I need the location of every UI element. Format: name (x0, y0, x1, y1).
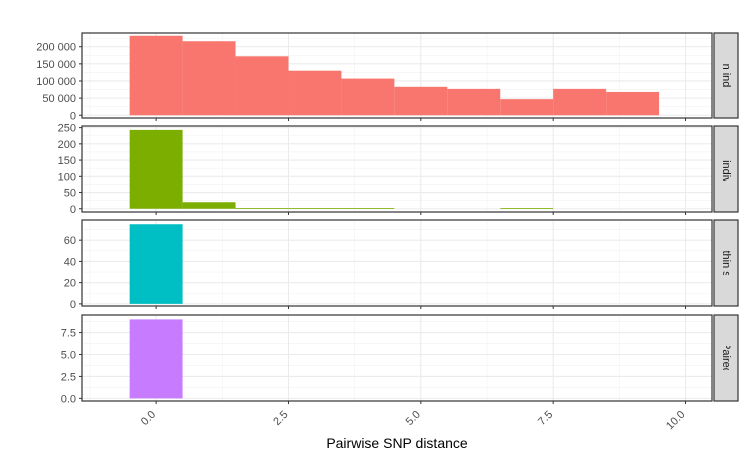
y-tick-label: 150 (58, 155, 76, 167)
x-tick-label: 10.0 (664, 409, 688, 433)
panel-background (82, 315, 712, 401)
y-tick-label: 100 (58, 171, 76, 183)
facet-strip (713, 314, 739, 402)
y-tick-label: 100 000 (36, 76, 76, 88)
facet-strip-label: Paired (720, 342, 732, 374)
panel-between-individuals: 0 50 000 100 000 150 000 200 000 Between indi… (36, 27, 739, 125)
histogram-bar (235, 56, 289, 116)
panel-background (82, 126, 712, 212)
histogram-bar (394, 86, 448, 116)
panel-border (81, 125, 713, 213)
y-tick-label: 50 (64, 188, 76, 200)
y-tick-label: 0 (70, 299, 76, 311)
y-tick-label: 5.0 (61, 349, 76, 361)
y-tick-label: 150 000 (36, 59, 76, 71)
x-tick-label: 5.0 (404, 409, 423, 428)
histogram-bar (182, 41, 236, 116)
facet-strip-label: Within individuals (720, 127, 732, 212)
panel-border (81, 219, 713, 307)
panel-border (81, 314, 713, 402)
histogram-bar (447, 88, 501, 116)
y-tick-label: 200 (58, 139, 76, 151)
y-tick-label: 60 (64, 235, 76, 247)
histogram-bar (341, 208, 395, 209)
facet-strip-label: Within site (720, 238, 732, 289)
histogram-bar (182, 202, 236, 209)
panel-within-site: 0 20 40 60 Within site (64, 219, 739, 311)
y-tick-label: 0 (70, 204, 76, 216)
histogram-bar (288, 70, 342, 116)
y-tick-label: 0 (70, 110, 76, 122)
facet-strip (713, 125, 739, 213)
y-tick-label: 200 000 (36, 42, 76, 54)
histogram-bar (288, 208, 342, 209)
x-tick-label: 0.0 (139, 409, 158, 428)
y-tick-label: 40 (64, 256, 76, 268)
y-tick-label: 7.5 (61, 328, 76, 340)
histogram-bar (129, 319, 183, 399)
panel-background (82, 220, 712, 306)
histogram-bar (129, 224, 183, 304)
histogram-bar (606, 91, 660, 116)
y-tick-label: 0.0 (61, 393, 76, 405)
facet-strip (713, 219, 739, 307)
x-axis-title: Pairwise SNP distance (326, 435, 468, 451)
histogram-bar (341, 78, 395, 116)
histogram-bar (500, 208, 554, 209)
panel-within-individuals: 0 50 100 150 200 250 Within individuals (58, 123, 739, 216)
y-tick-label: 2.5 (61, 371, 76, 383)
histogram-bar (129, 35, 183, 116)
y-tick-label: 20 (64, 278, 76, 290)
histogram-bar (129, 129, 183, 209)
facet-strip (713, 32, 739, 119)
panel-border (81, 32, 713, 119)
histogram-bar (500, 99, 554, 116)
facet-strip-label: Between individuals (720, 27, 732, 125)
x-tick-label: 2.5 (271, 409, 290, 428)
panel-paired: 0.0 2.5 5.0 7.5 Paired (61, 314, 739, 405)
histogram-bar (235, 208, 289, 209)
y-tick-label: 50 000 (42, 93, 76, 105)
y-tick-label: 250 (58, 123, 76, 135)
x-tick-label: 7.5 (536, 409, 555, 428)
histogram-bar (553, 88, 607, 116)
